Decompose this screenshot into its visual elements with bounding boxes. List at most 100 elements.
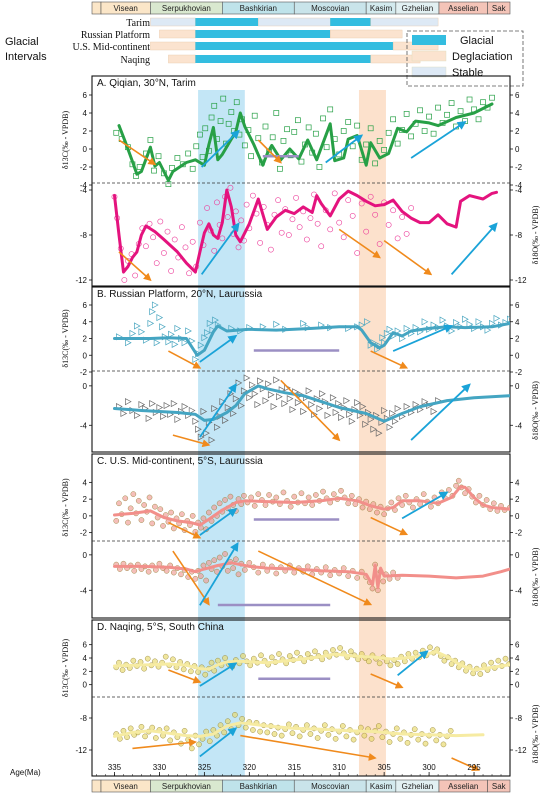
data-point [433, 737, 440, 744]
stage-label: Visean [114, 782, 138, 791]
data-point [457, 108, 464, 115]
data-point [293, 194, 299, 201]
data-point [349, 143, 356, 150]
data-point [466, 96, 473, 103]
data-point [170, 656, 176, 663]
blue-arrow [450, 222, 498, 275]
data-point [455, 477, 462, 484]
data-point [168, 268, 175, 274]
data-point [156, 313, 164, 322]
y-tick-label: 6 [83, 91, 88, 100]
orange-arrow [172, 550, 210, 606]
data-point [359, 504, 366, 511]
data-point [354, 250, 361, 256]
data-point [242, 724, 249, 731]
data-point [130, 657, 137, 664]
data-point [181, 402, 189, 411]
data-point [343, 397, 351, 405]
data-point [165, 181, 172, 187]
y-tick-label: 2 [83, 495, 88, 504]
data-point [390, 116, 396, 123]
orange-arrow [451, 757, 480, 772]
data-point [294, 399, 302, 407]
data-point [295, 117, 301, 124]
data-point [186, 270, 192, 277]
data-point [251, 390, 259, 398]
data-point [230, 565, 236, 571]
stage-cell [91, 1, 102, 15]
data-point [278, 229, 285, 236]
legend-swatch [411, 66, 447, 78]
y-tick-label: -4 [80, 186, 88, 195]
data-point [286, 721, 292, 728]
data-point [220, 95, 227, 102]
data-point [276, 393, 283, 401]
data-point [394, 404, 402, 413]
data-point [232, 395, 240, 403]
data-point [408, 205, 415, 211]
data-point [188, 668, 194, 675]
data-point [410, 504, 416, 511]
data-point [470, 670, 476, 677]
stage-label: Bashkirian [240, 4, 277, 13]
data-point [255, 135, 262, 142]
data-point [322, 564, 329, 571]
data-point [273, 494, 280, 501]
data-point [430, 407, 438, 416]
data-point [379, 334, 387, 342]
data-point [185, 327, 192, 335]
data-point [304, 651, 311, 657]
y-tick-label: -4 [515, 181, 523, 190]
blue-arrow [397, 650, 429, 677]
data-point [507, 315, 510, 323]
data-point [192, 575, 199, 582]
data-point [311, 410, 318, 419]
data-point [201, 334, 209, 342]
data-point [426, 113, 432, 120]
panel-title: B. Russian Platform, 20°N, Laurussia [97, 289, 263, 300]
trend-line [117, 102, 494, 182]
data-point [216, 500, 223, 507]
data-point [336, 219, 343, 226]
data-point [483, 497, 490, 503]
data-point [113, 518, 120, 524]
data-point [138, 517, 145, 523]
data-point [224, 403, 232, 412]
data-point [364, 318, 371, 326]
data-point [156, 403, 164, 412]
data-point [345, 119, 352, 125]
region-label: Naqing [121, 55, 150, 66]
y-tick-label: 0 [83, 512, 88, 521]
y-tick-label: -4 [80, 181, 88, 190]
panel-frame [91, 619, 511, 777]
data-point [385, 221, 392, 228]
data-point [402, 492, 409, 499]
data-point [329, 394, 337, 402]
data-point [238, 401, 245, 410]
data-point [380, 578, 387, 585]
y-tick-label: 4 [83, 109, 88, 118]
data-point [113, 129, 120, 136]
data-point [247, 662, 254, 669]
data-point [145, 414, 153, 422]
data-point [280, 138, 287, 144]
y-tick-label: 0 [83, 681, 88, 690]
data-point [241, 142, 248, 149]
data-point [285, 232, 292, 238]
data-point [180, 666, 187, 673]
data-point [193, 143, 200, 150]
interval-segment [150, 17, 196, 27]
data-point [268, 654, 275, 661]
data-point [397, 736, 404, 742]
data-point [385, 129, 392, 136]
data-point [241, 492, 247, 499]
data-point [189, 165, 196, 172]
x-tick-label: 315 [288, 763, 302, 772]
data-point [476, 492, 483, 499]
data-point [135, 497, 142, 504]
data-point [367, 193, 374, 200]
data-point [181, 339, 189, 347]
data-point [403, 402, 411, 411]
data-point [340, 565, 347, 571]
